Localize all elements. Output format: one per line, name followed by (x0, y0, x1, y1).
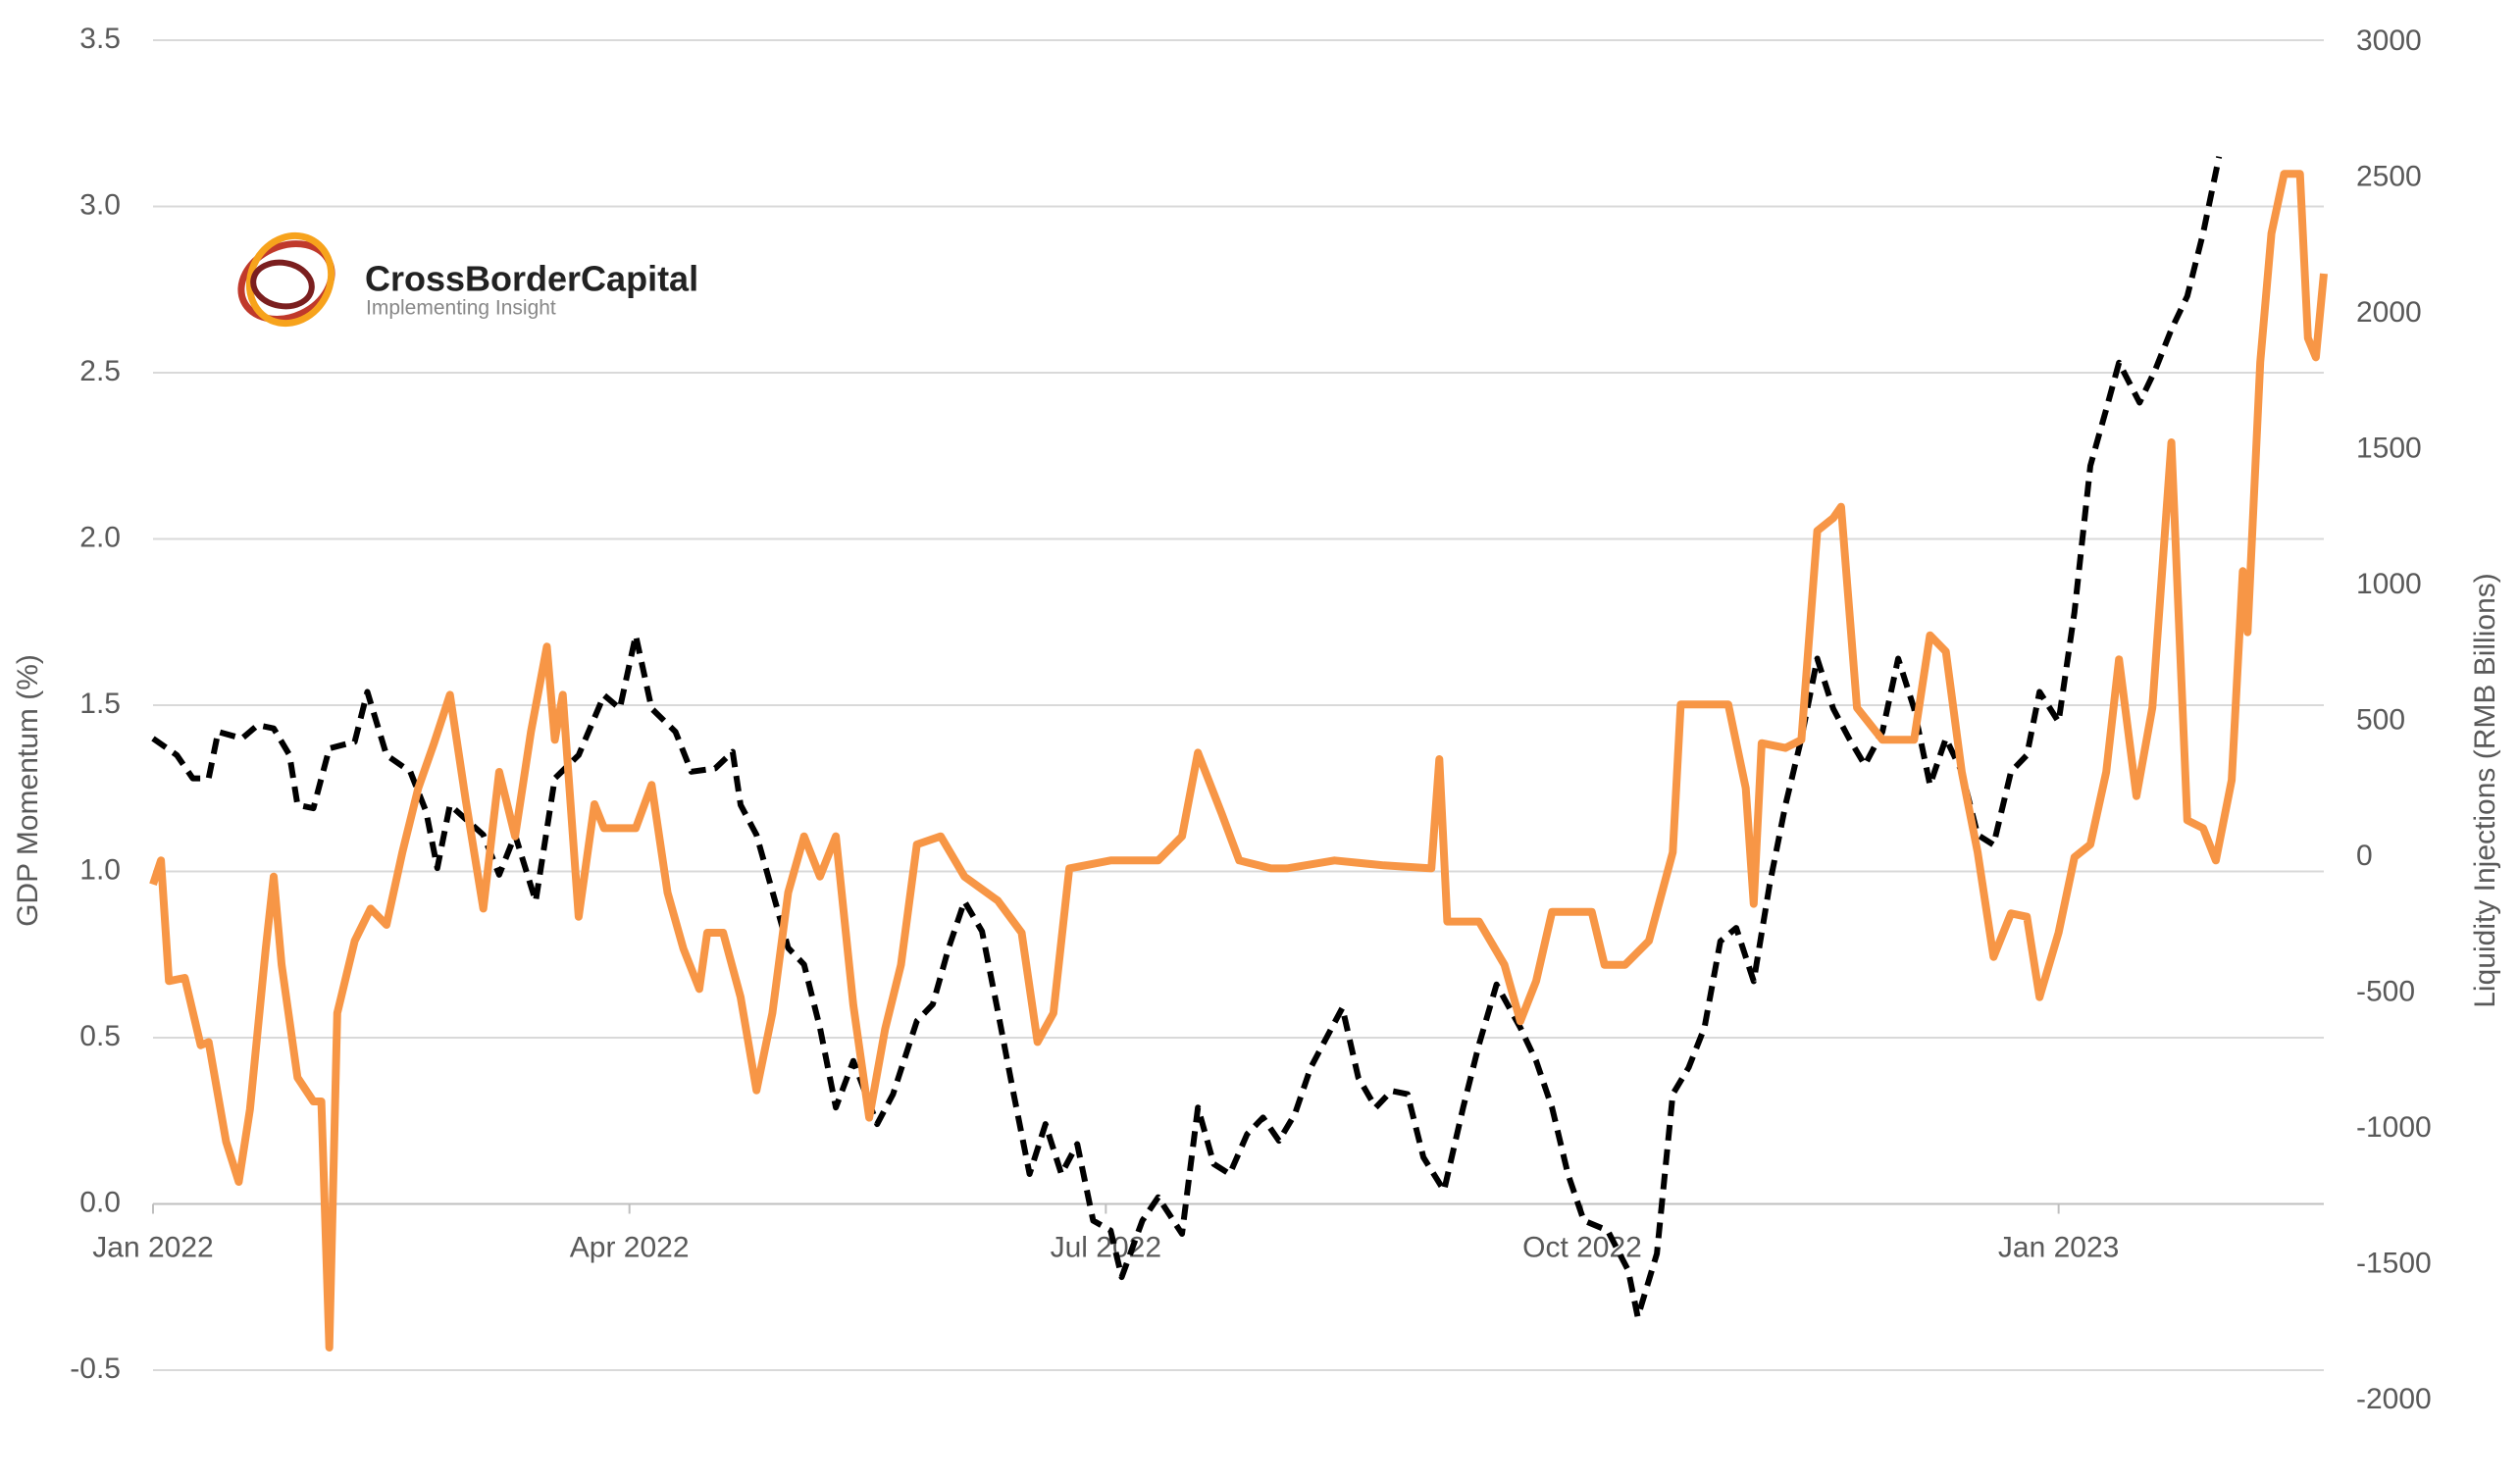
y-tick-label: 1.0 (79, 853, 121, 886)
y-tick-label: 0.0 (79, 1186, 121, 1218)
y-tick-label: -0.5 (70, 1353, 121, 1385)
y2-tick-label: 1000 (2356, 568, 2422, 600)
y2-tick-label: -1500 (2356, 1247, 2432, 1279)
logo-tagline: Implementing Insight (366, 297, 556, 320)
x-tick-label: Apr 2022 (570, 1231, 690, 1263)
y2-tick-label: -2000 (2356, 1383, 2432, 1415)
y2-tick-label: 0 (2356, 840, 2373, 872)
data-line (151, 156, 2223, 1320)
y-tick-label: 3.0 (79, 188, 121, 221)
y2-tick-label: 2500 (2356, 160, 2422, 192)
y2-tick-label: -1000 (2356, 1111, 2432, 1144)
y2-tick-label: 500 (2356, 703, 2405, 736)
y-tick-label: 2.0 (79, 521, 121, 553)
x-tick-label: Jan 2022 (92, 1231, 213, 1263)
y-tick-label: 2.5 (79, 355, 121, 387)
y2-tick-label: -500 (2356, 975, 2415, 1007)
y-tick-label: 0.5 (79, 1020, 121, 1052)
y2-tick-label: 3000 (2356, 25, 2422, 57)
data-line (149, 170, 2328, 1352)
logo-icon (237, 231, 335, 328)
logo-name: CrossBorderCapital (365, 259, 698, 299)
y2-tick-label: 2000 (2356, 296, 2422, 329)
y-tick-label: 1.5 (79, 688, 121, 720)
y2-axis-title: Liquidity Injections (RMB Billions) (2469, 573, 2501, 1008)
y-tick-label: 3.5 (79, 23, 121, 55)
y2-tick-label: 1500 (2356, 432, 2422, 464)
x-tick-label: Jan 2023 (1998, 1231, 2119, 1263)
y-axis-title: GDP Momentum (%) (12, 654, 44, 927)
x-tick-label: Jul 2022 (1051, 1231, 1161, 1263)
